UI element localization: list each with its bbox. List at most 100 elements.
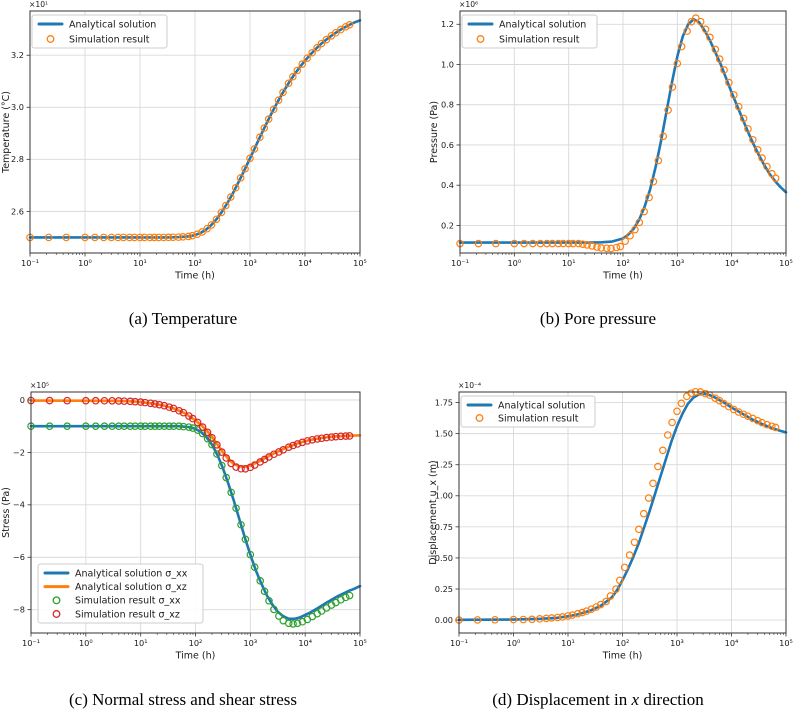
axis-offset-label: ×10¹ xyxy=(29,0,48,9)
x-tick-label: 10² xyxy=(616,638,630,648)
x-tick-label: 10¹ xyxy=(562,258,576,268)
y-tick-label: 3.2 xyxy=(11,50,24,60)
caption-b-text: (b) Pore pressure xyxy=(539,309,657,328)
x-tick-label: 10⁰ xyxy=(507,638,521,648)
tick-labels: 10⁻¹ 10⁰ 10¹ 10² 10³ 10⁴ 10⁵ 0.2 0.4 0.6 0.8 1.0 1.2 xyxy=(441,19,793,268)
y-tick-label: 2.8 xyxy=(11,154,24,164)
y-axis-label: Stress (Pa) xyxy=(1,487,12,538)
x-tick-label: 10⁰ xyxy=(507,258,521,268)
y-tick-label: 0 xyxy=(20,395,25,405)
x-tick-label: 10² xyxy=(616,258,630,268)
caption-d-post: direction xyxy=(639,690,704,709)
y-tick-label: 1.75 xyxy=(435,397,453,407)
x-axis-label: Time (h) xyxy=(602,271,643,282)
chart-stress: 10⁻¹ 10⁰ 10¹ 10² 10³ 10⁴ 10⁵ 0 −2 −4 −6 −8 ×10⁵ Time … xyxy=(0,368,402,668)
tick-labels: 10⁻¹ 10⁰ 10¹ 10² 10³ 10⁴ 10⁵ 0 −2 −4 −6 −8 xyxy=(13,395,367,648)
y-tick-label: 1.00 xyxy=(435,491,453,501)
series xyxy=(455,387,788,624)
legend-label: Simulation result xyxy=(69,34,150,45)
x-tick-label: 10³ xyxy=(243,638,257,648)
legend-marker-sample xyxy=(475,414,484,422)
caption-temperature: (a) Temperature xyxy=(0,309,366,329)
ticks xyxy=(27,399,361,637)
y-tick-label: 3.0 xyxy=(11,102,24,112)
axis-offset-label: ×10⁻⁴ xyxy=(458,381,481,390)
y-tick-label: 0.50 xyxy=(435,553,453,563)
y-tick-label: 1.25 xyxy=(435,460,453,470)
legend-label: Analytical solution xyxy=(69,19,156,30)
caption-c-text: (c) Normal stress and shear stress xyxy=(68,690,297,709)
legend-label: Simulation result xyxy=(498,413,579,424)
x-tick-label: 10⁵ xyxy=(353,638,367,648)
series xyxy=(456,14,788,253)
y-tick-label: 0.4 xyxy=(441,180,454,190)
legend: Analytical solution σ_xx Analytical solut… xyxy=(37,563,204,624)
x-tick-label: 10⁵ xyxy=(779,638,793,648)
x-tick-label: 10¹ xyxy=(561,638,575,648)
y-tick-label: 0.8 xyxy=(441,100,454,110)
series xyxy=(27,396,362,628)
x-tick-label: 10³ xyxy=(670,258,684,268)
x-tick-label: 10⁴ xyxy=(725,638,739,648)
chart-displacement: 10⁻¹ 10⁰ 10¹ 10² 10³ 10⁴ 10⁵ 0.00 0.25 0.50 0.75 1.… xyxy=(403,368,805,668)
x-tick-label: 10⁻¹ xyxy=(21,258,39,268)
legend-box xyxy=(37,563,204,624)
axis-offset-label: ×10⁵ xyxy=(30,381,49,390)
legend-box xyxy=(31,14,168,49)
y-tick-label: 1.2 xyxy=(441,19,454,29)
y-tick-label: −6 xyxy=(13,552,25,562)
x-axis-label: Time (h) xyxy=(602,651,643,662)
x-tick-label: 10² xyxy=(188,258,202,268)
x-tick-label: 10⁰ xyxy=(78,258,92,268)
x-axis-label: Time (h) xyxy=(175,651,216,662)
legend-box xyxy=(460,395,596,428)
y-tick-label: 0.25 xyxy=(435,584,453,594)
legend-label: Analytical solution σ_xx xyxy=(75,568,188,579)
legend-label: Analytical solution xyxy=(498,400,585,411)
y-tick-label: 0.2 xyxy=(441,220,454,230)
series xyxy=(26,19,362,242)
legend-label: Simulation result σ_xx xyxy=(75,596,181,607)
series-scatter-1 xyxy=(26,20,354,242)
y-tick-label: −4 xyxy=(13,500,25,510)
series-scatter-3 xyxy=(27,396,354,473)
chart-temperature: 10⁻¹ 10⁰ 10¹ 10² 10³ 10⁴ 10⁵ 2.6 2.8 3.0 3.2 ×10¹ Ti… xyxy=(0,0,402,300)
caption-pore-pressure: (b) Pore pressure xyxy=(403,309,793,329)
legend-label: Simulation result σ_xz xyxy=(75,609,180,620)
axis-offset-label: ×10⁶ xyxy=(459,0,478,9)
grid xyxy=(458,392,787,633)
caption-d-italic-x: x xyxy=(631,690,640,709)
x-tick-label: 10¹ xyxy=(133,258,147,268)
y-axis-label: Displacement u_x (m) xyxy=(428,460,439,564)
x-tick-label: 10² xyxy=(189,638,203,648)
y-tick-label: 1.50 xyxy=(435,429,453,439)
legend-label: Analytical solution σ_xz xyxy=(75,582,187,593)
series-scatter-1 xyxy=(456,14,780,253)
x-tick-label: 10⁰ xyxy=(79,638,93,648)
legend-label: Analytical solution xyxy=(499,19,586,30)
y-tick-label: −2 xyxy=(13,447,25,457)
chart-pore-pressure: 10⁻¹ 10⁰ 10¹ 10² 10³ 10⁴ 10⁵ 0.2 0.4 0.6 0.8 1.0 1.2… xyxy=(403,0,805,300)
x-tick-label: 10⁵ xyxy=(779,258,793,268)
series-scatter-1 xyxy=(455,387,780,624)
tick-labels: 10⁻¹ 10⁰ 10¹ 10² 10³ 10⁴ 10⁵ 2.6 2.8 3.0 3.2 xyxy=(11,50,367,268)
legend: Analytical solution Simulation result xyxy=(461,14,598,49)
x-tick-label: 10¹ xyxy=(134,638,148,648)
caption-a-text: (a) Temperature xyxy=(128,309,238,328)
ticks xyxy=(456,23,787,257)
legend-marker-sample xyxy=(52,596,61,605)
y-tick-label: 2.6 xyxy=(11,206,24,216)
y-tick-label: 0.6 xyxy=(441,140,454,150)
y-axis-label: Pressure (Pa) xyxy=(429,101,440,163)
y-tick-label: −8 xyxy=(13,605,25,615)
x-tick-label: 10³ xyxy=(243,258,257,268)
legend: Analytical solution Simulation result xyxy=(460,395,596,428)
x-tick-label: 10⁻¹ xyxy=(450,638,468,648)
caption-d-pre: (d) Displacement in xyxy=(492,690,632,709)
legend-marker-sample xyxy=(52,610,61,618)
tick-labels: 10⁻¹ 10⁰ 10¹ 10² 10³ 10⁴ 10⁵ 0.00 0.25 0.50 0.75 1.… xyxy=(435,397,793,648)
x-tick-label: 10⁴ xyxy=(725,258,739,268)
caption-displacement: (d) Displacement in x direction xyxy=(403,690,793,710)
legend: Analytical solution Simulation result xyxy=(31,14,168,49)
